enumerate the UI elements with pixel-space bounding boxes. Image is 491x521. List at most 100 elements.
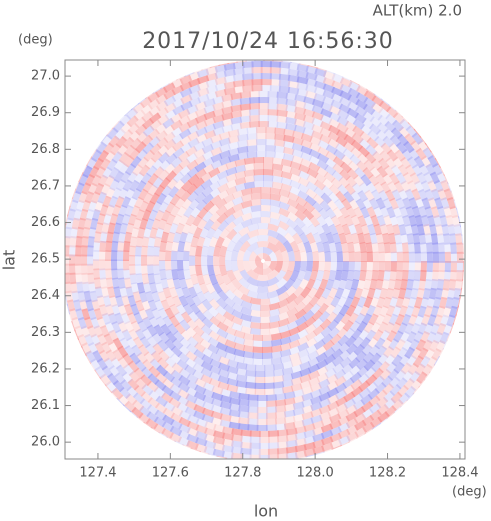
echo-cell bbox=[383, 165, 395, 178]
echo-cell bbox=[193, 404, 206, 414]
echo-cell bbox=[429, 171, 440, 185]
echo-cell bbox=[62, 241, 64, 252]
echo-cell bbox=[74, 329, 80, 340]
echo-cell bbox=[366, 251, 374, 263]
echo-cell bbox=[312, 317, 324, 329]
echo-cell bbox=[366, 137, 379, 149]
echo-cell bbox=[212, 227, 223, 240]
echo-cell bbox=[320, 108, 333, 118]
echo-cell bbox=[99, 304, 108, 317]
echo-cell bbox=[215, 305, 227, 317]
echo-cell bbox=[145, 218, 155, 230]
echo-cell bbox=[363, 296, 373, 309]
echo-cell bbox=[276, 453, 289, 459]
echo-cell bbox=[109, 178, 120, 191]
echo-cell bbox=[204, 427, 217, 437]
echo-cell bbox=[105, 240, 113, 252]
echo-cell bbox=[181, 311, 192, 324]
echo-cell bbox=[228, 415, 241, 424]
echo-cell bbox=[375, 389, 388, 402]
echo-cell bbox=[384, 353, 396, 367]
echo-cell bbox=[173, 231, 182, 244]
echo-cell bbox=[164, 307, 175, 320]
echo-cell bbox=[227, 359, 239, 368]
echo-cell bbox=[426, 356, 438, 369]
echo-cell bbox=[278, 73, 291, 81]
echo-cell bbox=[97, 191, 107, 204]
echo-cell bbox=[217, 375, 230, 385]
echo-cell bbox=[411, 305, 421, 318]
echo-cell bbox=[187, 137, 200, 149]
echo-cell bbox=[345, 113, 358, 125]
echo-cell bbox=[318, 278, 329, 291]
echo-cell bbox=[99, 204, 109, 217]
echo-cell bbox=[402, 261, 409, 272]
echo-cell bbox=[211, 398, 223, 408]
echo-cell bbox=[364, 189, 375, 202]
echo-cell bbox=[130, 303, 140, 316]
echo-cell bbox=[331, 355, 344, 367]
echo-cell bbox=[369, 232, 378, 245]
echo-cell bbox=[288, 352, 301, 362]
echo-cell bbox=[407, 122, 416, 131]
echo-cell bbox=[259, 316, 271, 323]
echo-cell bbox=[263, 247, 273, 256]
echo-cell bbox=[329, 184, 341, 196]
echo-cell bbox=[355, 198, 366, 211]
echo-cell bbox=[187, 414, 200, 425]
echo-cell bbox=[219, 407, 232, 416]
echo-cell bbox=[282, 269, 294, 282]
echo-cell bbox=[201, 298, 213, 311]
echo-cell bbox=[193, 356, 205, 367]
echo-cell bbox=[195, 114, 208, 124]
echo-cell bbox=[312, 261, 319, 272]
echo-cell bbox=[240, 441, 252, 449]
echo-cell bbox=[298, 177, 310, 187]
echo-cell bbox=[341, 363, 354, 375]
echo-cell bbox=[280, 355, 292, 364]
echo-cell bbox=[396, 261, 404, 272]
echo-cell bbox=[379, 329, 391, 342]
echo-cell bbox=[111, 120, 120, 130]
echo-cell bbox=[427, 197, 438, 210]
echo-cell bbox=[407, 296, 417, 309]
echo-cell bbox=[413, 128, 422, 138]
echo-cell bbox=[395, 377, 408, 390]
echo-cell bbox=[154, 409, 167, 421]
echo-cell bbox=[300, 250, 308, 262]
echo-cell bbox=[278, 195, 291, 205]
echo-cell bbox=[245, 363, 257, 371]
echo-cell bbox=[400, 362, 412, 375]
echo-cell bbox=[237, 133, 249, 142]
echo-cell bbox=[290, 364, 303, 374]
echo-cell bbox=[112, 120, 125, 133]
echo-cell bbox=[168, 397, 181, 409]
echo-cell bbox=[238, 405, 250, 413]
echo-cell bbox=[367, 223, 376, 236]
echo-cell bbox=[289, 61, 301, 65]
echo-cell bbox=[160, 278, 169, 290]
echo-cell bbox=[249, 115, 260, 122]
echo-cell bbox=[358, 329, 370, 341]
echo-cell bbox=[386, 106, 399, 119]
echo-cell bbox=[89, 290, 98, 303]
echo-cell bbox=[417, 139, 429, 153]
echo-cell bbox=[210, 194, 222, 206]
echo-cell bbox=[388, 142, 401, 155]
echo-cell bbox=[200, 66, 212, 71]
echo-cell bbox=[272, 175, 283, 184]
echo-cell bbox=[269, 79, 282, 86]
echo-cell bbox=[373, 93, 383, 101]
echo-cell bbox=[104, 259, 112, 271]
echo-cell bbox=[105, 277, 114, 289]
echo-cell bbox=[336, 261, 343, 272]
echo-cell bbox=[317, 153, 330, 164]
echo-cell bbox=[348, 81, 361, 92]
echo-cell bbox=[260, 66, 272, 74]
echo-cell bbox=[398, 392, 411, 405]
echo-cell bbox=[318, 251, 326, 262]
echo-cell bbox=[137, 97, 148, 105]
echo-cell bbox=[411, 132, 424, 145]
echo-cell bbox=[455, 233, 463, 245]
echo-cell bbox=[76, 226, 84, 239]
